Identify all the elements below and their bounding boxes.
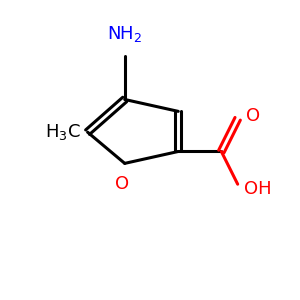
Text: OH: OH <box>244 180 272 198</box>
Text: O: O <box>246 107 260 125</box>
Text: NH$_2$: NH$_2$ <box>107 25 142 44</box>
Text: O: O <box>115 175 129 193</box>
Text: H$_3$C: H$_3$C <box>45 122 81 142</box>
